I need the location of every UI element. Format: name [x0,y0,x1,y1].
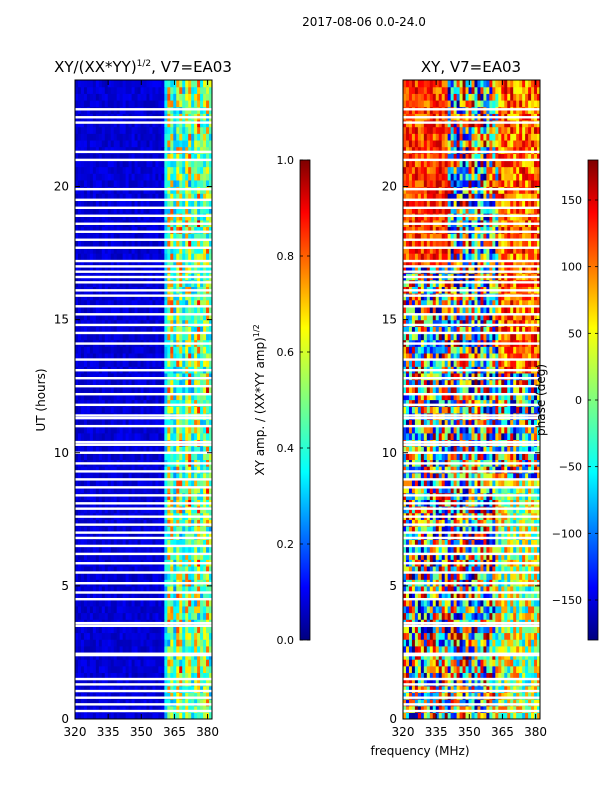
x-tick-label: 335 [97,725,120,739]
left-title-exp: 1/2 [137,59,151,69]
data-gap-line [75,121,212,123]
data-gap-line [75,683,212,685]
data-gap-line [75,502,212,504]
right-panel-title: XY, V7=EA03 [421,58,521,76]
data-gap-line [75,385,212,387]
data-gap-line [75,470,212,472]
data-gap-line [75,271,212,273]
left-colorbar-label-main: XY amp. / (XX*YY amp) [253,337,267,475]
data-gap-line [75,358,212,360]
colorbar-tick-label: 0.2 [277,538,295,551]
data-gap-line [75,653,212,655]
data-gap-line [75,515,212,517]
data-gap-line [75,276,212,278]
colorbar-tick-label: 0.6 [277,346,295,359]
colorbar-tick-label: 1.0 [277,154,295,167]
left-title-suffix: , V7=EA03 [151,58,232,76]
data-gap-line [75,545,212,547]
data-gap-line [75,313,212,315]
left-heatmap [75,80,213,720]
y-tick-label: 15 [54,313,69,327]
data-gap-line [75,247,212,249]
left-panel-title: XY/(XX*YY)1/2, V7=EA03 [54,58,232,76]
data-gap-line [75,537,212,539]
x-tick-label: 365 [163,725,186,739]
data-gap-line [75,108,212,110]
left-panel: XY/(XX*YY)1/2, V7=EA03 320 335 350 365 380 0 5… [34,58,232,739]
data-gap-line [75,377,212,379]
data-gap-line [75,342,212,344]
data-gap-line [75,414,212,416]
data-gap-line [75,289,212,291]
data-gap-line [75,159,212,161]
data-gap-line [75,332,212,334]
data-gap-line [75,562,212,564]
data-gap-line [75,531,212,533]
y-tick-label: 0 [61,712,69,726]
data-gap-line [75,260,212,262]
data-gap-line [75,710,212,712]
data-gap-line [75,697,212,699]
data-gap-line [75,678,212,680]
right-heatmap [403,80,541,720]
data-gap-line [75,507,212,509]
data-gap-line [75,582,212,584]
data-gap-line [75,452,212,454]
data-gap-line [75,207,212,209]
data-gap-line [75,265,212,267]
left-colorbar-label-exp: 1/2 [252,324,261,337]
data-gap-line [75,703,212,705]
left-title-main: XY/(XX*YY) [54,58,137,76]
data-gap-line [75,324,212,326]
data-gap-line [75,425,212,427]
data-gap-line [75,188,212,190]
data-gap-line [75,369,212,371]
data-gap-line [75,444,212,446]
colorbar-tick-label: 0.4 [277,442,295,455]
data-gap-line [75,598,212,600]
data-gap-line [75,625,212,627]
data-gap-line [75,494,212,496]
data-gap-line [75,571,212,573]
data-gap-line [75,553,212,555]
left-colorbar-label: XY amp. / (XX*YY amp)1/2 [252,324,267,475]
figure-suptitle: 2017-08-06 0.0-24.0 [302,15,426,29]
data-gap-line [75,215,212,217]
y-tick-label: 20 [54,180,69,194]
x-tick-label: 380 [196,725,219,739]
data-gap-line [75,478,212,480]
data-gap-line [75,231,212,233]
left-ylabel: UT (hours) [34,368,48,431]
data-gap-line [75,404,212,406]
data-gap-line [75,199,212,201]
x-tick-label: 350 [130,725,153,739]
data-gap-line [75,441,212,443]
data-gap-line [75,486,212,488]
data-gap-line [75,393,212,395]
y-tick-label: 10 [54,446,69,460]
data-gap-line [75,417,212,419]
data-gap-line [75,591,212,593]
y-tick-label: 5 [61,579,69,593]
data-gap-line [75,223,212,225]
left-colorbar: 0.0 0.2 0.4 0.6 0.8 1.0 XY amp. / (XX*YY amp)… [252,154,310,647]
data-gap-line [75,305,212,307]
x-tick-label: 320 [64,725,87,739]
data-gap-line [75,281,212,283]
left-colorbar-ramp [300,160,310,640]
data-gap-line [75,523,212,525]
data-gap-line [75,151,212,153]
data-gap-line [75,294,212,296]
colorbar-tick-label: 0.8 [277,250,295,263]
data-gap-line [75,462,212,464]
data-gap-line [75,690,212,692]
data-gap-line [75,239,212,241]
colorbar-tick-label: 0.0 [277,634,295,647]
data-gap-line [75,116,212,118]
data-gap-line [75,622,212,624]
